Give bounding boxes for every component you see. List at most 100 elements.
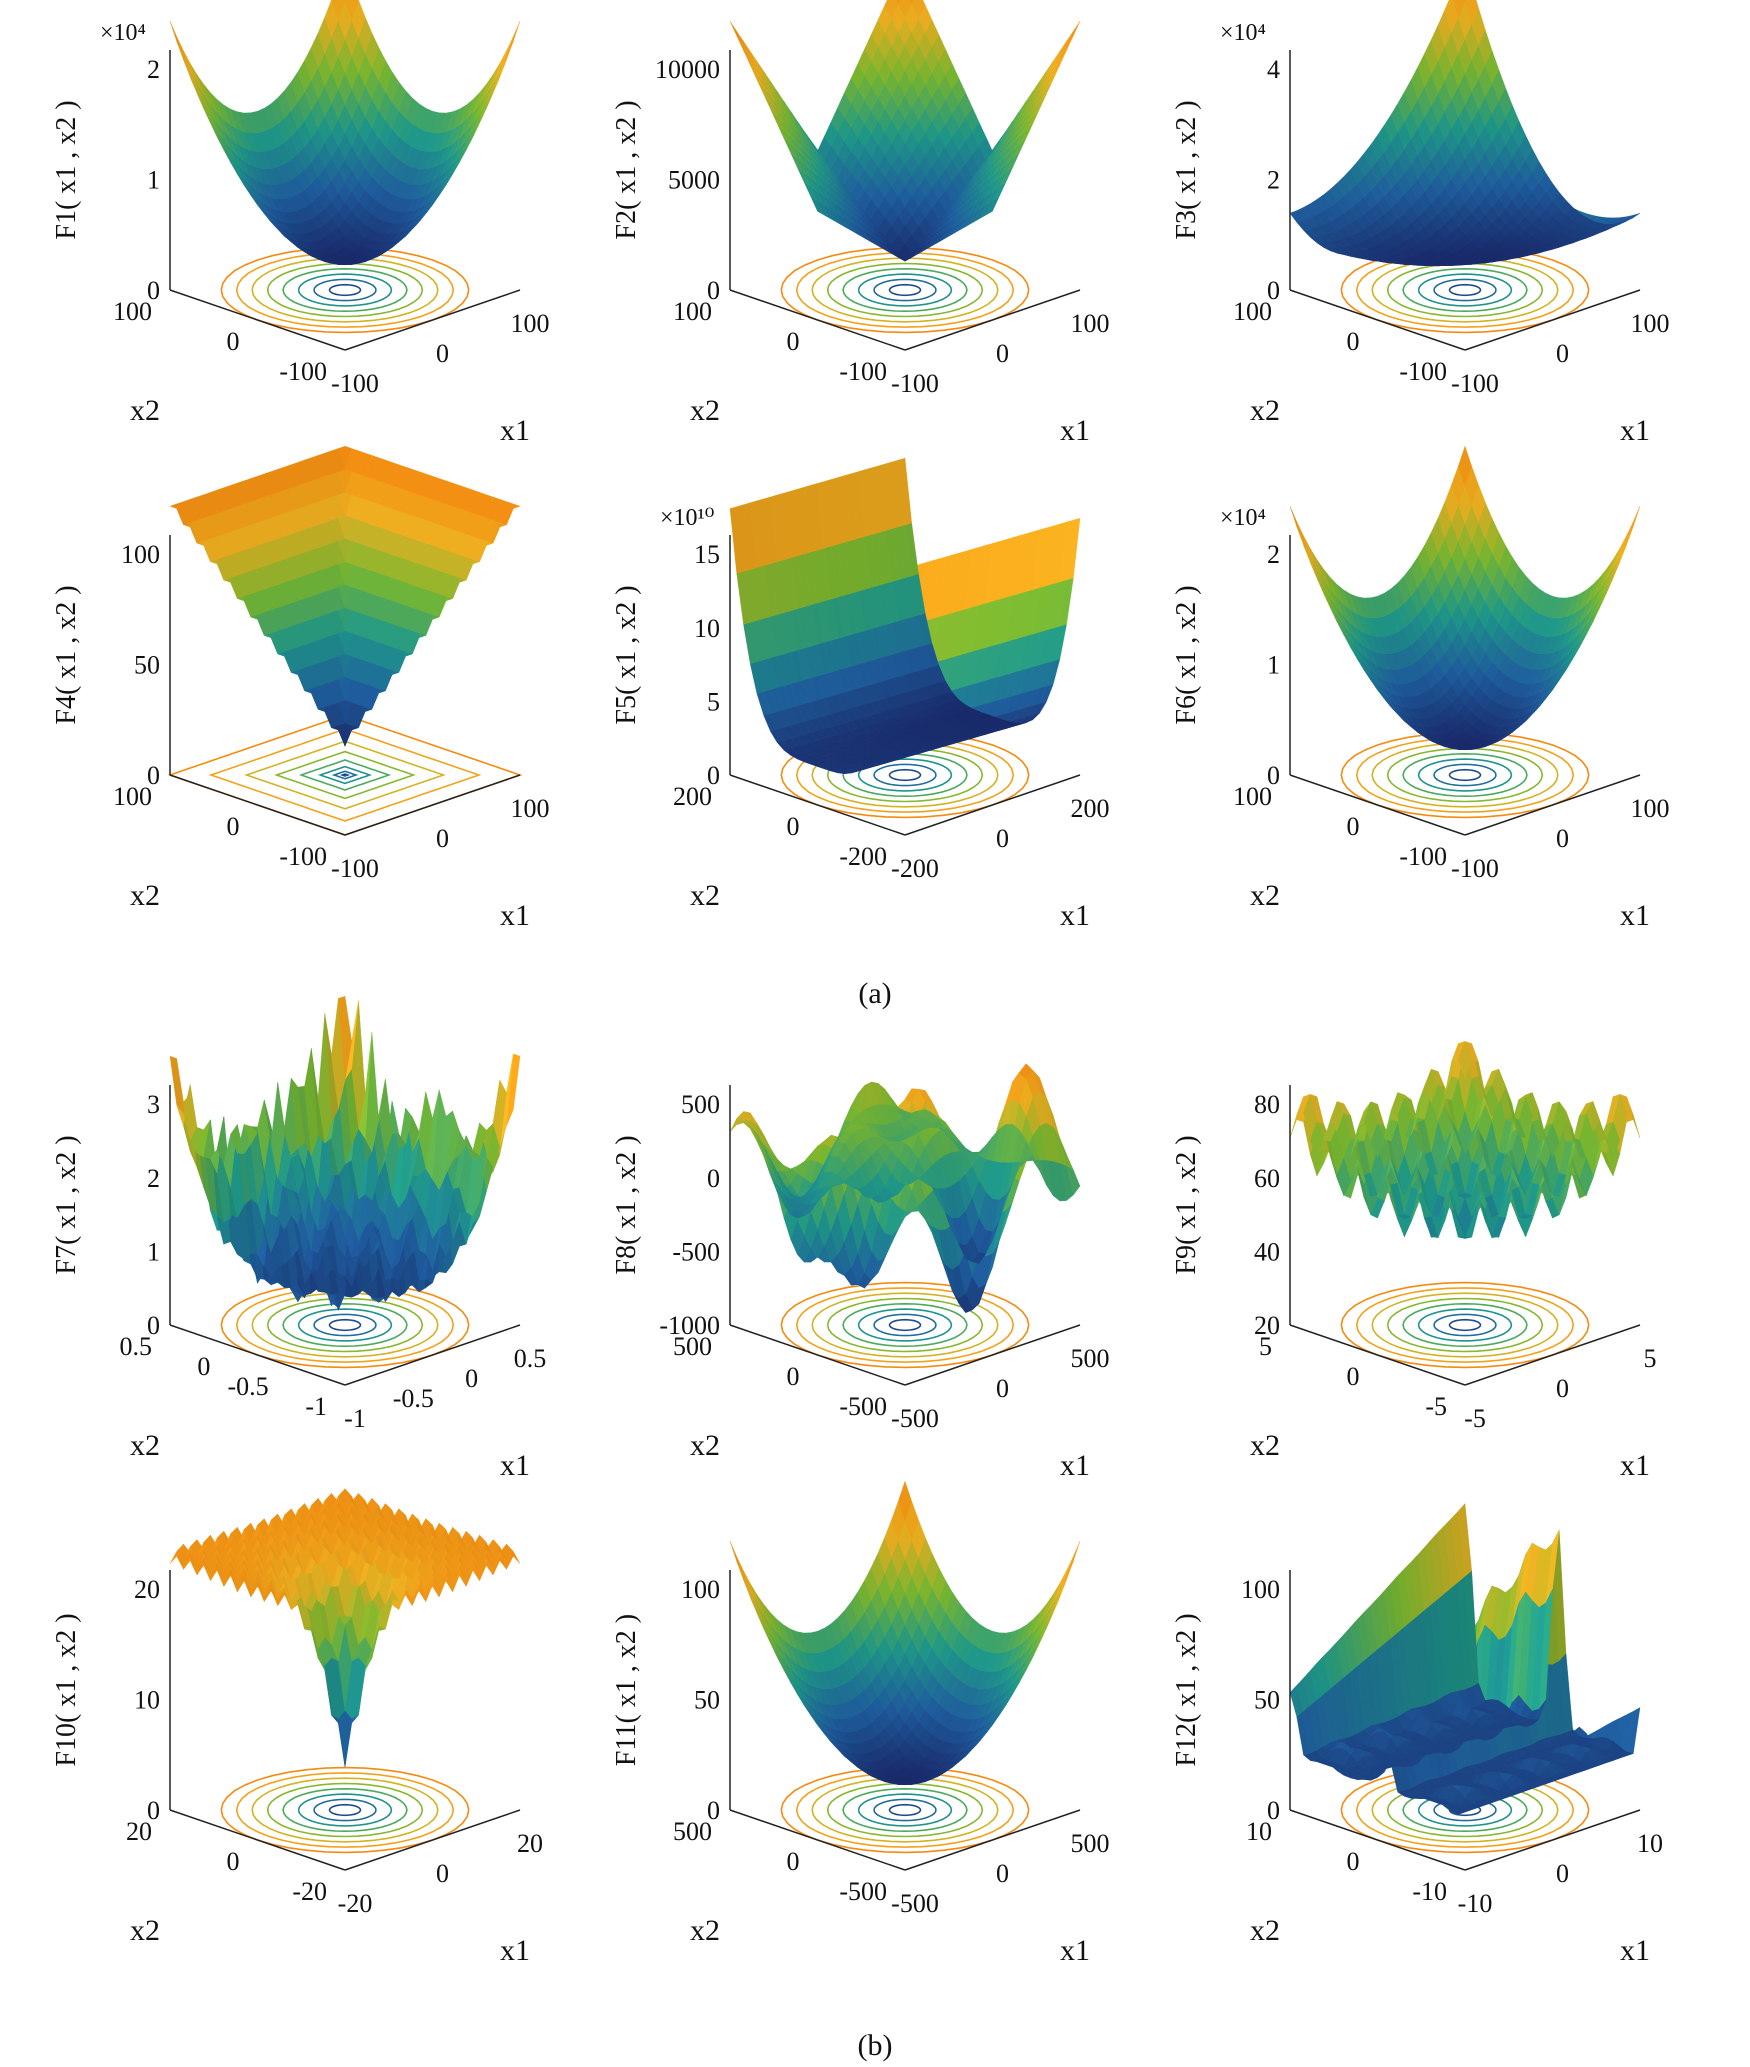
contour-line	[339, 773, 351, 777]
x2-tick-label: 0	[1347, 327, 1360, 356]
x2-tick-label: 200	[673, 782, 712, 811]
z-tick-label: 100	[121, 540, 160, 569]
contour-line	[873, 278, 937, 302]
z-tick-label: 15	[694, 540, 720, 569]
x1-tick-label: 200	[1071, 794, 1110, 823]
contour-line	[842, 267, 968, 313]
x2-tick-label: 0	[197, 1352, 210, 1381]
z-tick-label: 3	[147, 1090, 160, 1119]
contour-line	[297, 273, 393, 307]
contour-line	[795, 252, 1015, 328]
x1-tick-label: -100	[891, 369, 939, 398]
x1-tick-label: -0.5	[393, 1384, 434, 1413]
x2-axis-line	[344, 774, 521, 836]
surface-f6	[1289, 445, 1641, 751]
x2-axis-label: x2	[130, 1429, 160, 1462]
x1-tick-label: 0.5	[514, 1344, 547, 1373]
x2-axis-line	[904, 289, 1081, 351]
surface-f8	[729, 1063, 1081, 1314]
z-axis-label: F6( x1 , x2 )	[1171, 585, 1202, 724]
x1-tick-label: -100	[331, 854, 379, 883]
x2-tick-label: -1	[305, 1392, 327, 1421]
x1-tick-label: -1	[344, 1404, 366, 1433]
surface-f1	[169, 0, 521, 266]
contour-line	[313, 278, 377, 302]
x2-axis-label: x2	[1250, 394, 1280, 427]
x1-tick-label: 100	[1631, 794, 1670, 823]
x2-tick-label: 100	[1233, 782, 1272, 811]
x2-tick-label: 0	[787, 812, 800, 841]
contour-line	[888, 1318, 922, 1332]
surface-patch	[344, 0, 346, 2]
x2-axis-line	[344, 289, 521, 351]
contour-plane	[780, 246, 1030, 334]
contour-line	[1371, 257, 1559, 323]
z-tick-label: 2	[1267, 166, 1280, 195]
x1-tick-label: 100	[1631, 309, 1670, 338]
surface-patch	[1289, 506, 1304, 542]
contour-line	[328, 1318, 362, 1332]
x2-tick-label: -100	[279, 357, 327, 386]
z-multiplier: ×10⁴	[100, 20, 146, 46]
z-tick-label: 50	[134, 651, 160, 680]
x1-tick-label: 0	[996, 824, 1009, 853]
x1-axis-label: x1	[500, 414, 530, 447]
surface-patch	[169, 21, 184, 57]
surface-patch	[896, 0, 901, 5]
x1-tick-label: 100	[1071, 309, 1110, 338]
surface-patch	[1303, 535, 1318, 569]
contour-line	[298, 759, 392, 791]
x2-tick-label: -200	[839, 842, 887, 871]
z-axis-label: F5( x1 , x2 )	[611, 585, 642, 724]
x1-axis-label: x1	[500, 899, 530, 932]
surface-patch	[884, 0, 899, 19]
contour-line	[888, 768, 922, 782]
x1-axis-label: x1	[500, 1449, 530, 1482]
surface-patch	[1059, 31, 1074, 56]
contour-line	[780, 246, 1030, 334]
contour-line	[826, 1297, 984, 1353]
surface-patch	[736, 31, 751, 56]
contour-line	[1417, 273, 1513, 307]
z-tick-label: 0	[147, 276, 160, 305]
x1-tick-label: 100	[511, 794, 550, 823]
surface-patch	[183, 50, 198, 84]
z-tick-label: 2	[147, 1164, 160, 1193]
x2-tick-label: 100	[673, 297, 712, 326]
z-multiplier: ×10¹⁰	[660, 505, 714, 531]
surface-f5	[729, 457, 1081, 775]
contour-plane	[220, 246, 470, 334]
z-axis-label: F3( x1 , x2 )	[1171, 100, 1202, 239]
contour-line	[1433, 278, 1497, 302]
x2-tick-label: 0	[787, 327, 800, 356]
contour-line	[857, 273, 953, 307]
z-axis-label: F4( x1 , x2 )	[51, 585, 82, 724]
contour-line	[811, 257, 999, 323]
z-tick-label: 1	[1267, 651, 1280, 680]
surface-patch	[1619, 521, 1634, 556]
x1-axis-line	[729, 289, 906, 351]
x1-tick-label: 0	[1556, 339, 1569, 368]
surface-patch	[729, 21, 744, 46]
contour-line	[328, 283, 362, 297]
surface-patch	[344, 0, 359, 21]
surface-f7	[169, 995, 521, 1311]
contour-line	[235, 252, 455, 328]
z-tick-label: 2	[1267, 540, 1280, 569]
contour-line	[842, 1302, 968, 1348]
x2-tick-label: -100	[1399, 842, 1447, 871]
z-axis-label: F1( x1 , x2 )	[51, 100, 82, 239]
surface-patch	[911, 0, 926, 19]
contour-line	[266, 1297, 424, 1353]
x2-tick-label: -100	[279, 842, 327, 871]
contour-line	[251, 257, 439, 323]
contour-line	[1448, 768, 1482, 782]
z-tick-label: 10000	[655, 55, 720, 84]
z-tick-label: 0	[707, 276, 720, 305]
x2-axis-label: x2	[130, 394, 160, 427]
x1-tick-label: -100	[1451, 854, 1499, 883]
